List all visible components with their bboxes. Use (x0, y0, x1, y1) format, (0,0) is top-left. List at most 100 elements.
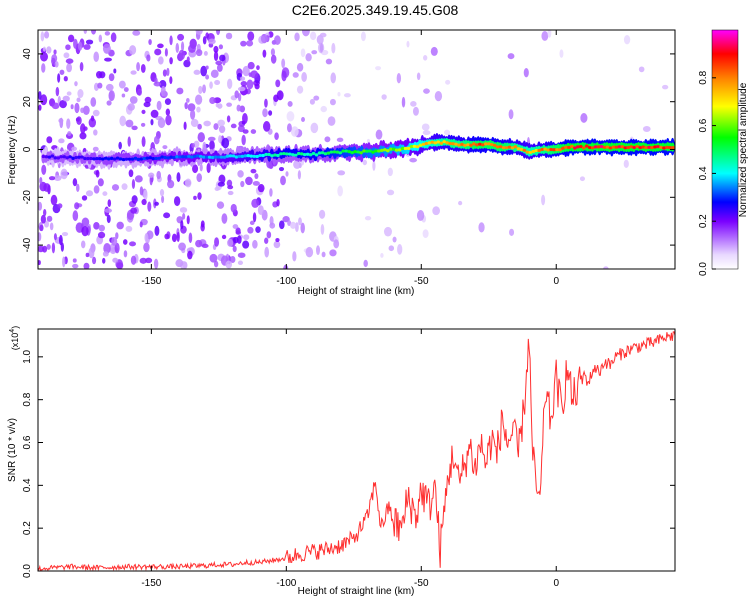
noise-speckle (119, 115, 127, 127)
noise-speckle (88, 117, 97, 128)
noise-speckle (57, 73, 61, 83)
noise-speckle (81, 226, 89, 237)
noise-speckle (209, 253, 218, 263)
ridge-core (347, 150, 352, 154)
noise-speckle (257, 205, 264, 216)
ridge-core (371, 150, 375, 154)
noise-speckle (180, 41, 185, 52)
spectrogram-x-label: Height of straight line (km) (298, 286, 415, 297)
noise-speckle (85, 190, 94, 197)
noise-speckle (247, 61, 255, 70)
noise-speckle (200, 220, 205, 228)
noise-speckle (95, 169, 100, 178)
noise-speckle (330, 72, 336, 84)
ridge-core (222, 155, 227, 159)
noise-speckle (255, 226, 261, 233)
ridge-core (400, 146, 405, 151)
noise-speckle (221, 234, 227, 240)
noise-speckle (214, 186, 220, 192)
ridge-core (166, 156, 170, 160)
noise-speckle (121, 183, 128, 190)
ridge-core (234, 155, 239, 159)
noise-speckle (310, 122, 319, 134)
noise-speckle (167, 179, 175, 189)
ridge-core (243, 154, 248, 158)
noise-speckle (157, 43, 164, 49)
noise-speckle (76, 97, 81, 103)
noise-speckle (178, 242, 186, 251)
noise-speckle (127, 136, 131, 147)
noise-speckle (269, 188, 273, 197)
noise-speckle (242, 113, 248, 124)
noise-speckle (642, 125, 651, 133)
noise-speckle (116, 221, 124, 230)
spectrogram-x-tick-label: 0 (553, 276, 559, 287)
noise-speckle (105, 83, 114, 91)
ridge-core (299, 152, 304, 156)
ridge-core (602, 145, 607, 149)
ridge-core (130, 157, 135, 161)
noise-speckle (251, 198, 260, 208)
ridge-core (98, 157, 102, 161)
noise-speckle (216, 64, 223, 72)
noise-speckle (235, 230, 242, 235)
ridge-core (466, 143, 470, 147)
noise-speckle (318, 209, 326, 219)
noise-speckle (236, 235, 242, 244)
noise-speckle (278, 220, 285, 230)
ridge-core (555, 148, 559, 152)
noise-speckle (202, 36, 207, 45)
noise-speckle (232, 224, 239, 229)
noise-speckle (183, 121, 187, 131)
noise-speckle (248, 72, 252, 77)
colorbar-gradient (711, 29, 739, 270)
ridge-core (386, 149, 390, 153)
ridge-core (531, 149, 536, 154)
ridge-core (519, 147, 524, 151)
noise-speckle (95, 71, 103, 79)
noise-speckle (186, 56, 190, 63)
ridge-core (261, 153, 265, 158)
ridge-core (632, 145, 637, 150)
ridge-core (501, 146, 506, 150)
colorbar-ticks: 0.0 0.2 0.4 0.6 0.8 (698, 70, 716, 276)
noise-speckle (416, 72, 421, 81)
noise-speckle (205, 32, 209, 39)
ridge-core (415, 145, 420, 149)
noise-speckle (387, 167, 393, 177)
ridge-core (184, 155, 188, 159)
noise-speckle (507, 53, 515, 60)
noise-speckle (134, 175, 143, 183)
noise-speckle (164, 98, 172, 106)
noise-speckle (337, 91, 341, 97)
noise-speckle (80, 107, 85, 114)
noise-speckle (76, 183, 80, 193)
noise-speckle (72, 263, 79, 269)
ridge-core (136, 157, 141, 161)
ridge-core (564, 145, 568, 149)
ridge-core (665, 145, 669, 149)
noise-speckle (39, 176, 43, 185)
noise-speckle (458, 200, 463, 206)
ridge-core (543, 147, 547, 151)
noise-speckle (392, 236, 397, 243)
ridge-core (178, 155, 182, 159)
spectrogram-x-tick-label: -100 (276, 276, 296, 287)
noise-speckle (409, 157, 418, 163)
noise-speckle (195, 239, 203, 248)
ridge-core (581, 146, 586, 150)
noise-speckle (221, 213, 228, 224)
ridge-core (44, 155, 49, 159)
noise-speckle (184, 178, 192, 188)
noise-speckle (103, 242, 111, 254)
ridge-core (291, 153, 295, 157)
noise-speckle (118, 80, 126, 89)
noise-speckle (65, 44, 71, 51)
noise-speckle (406, 40, 410, 48)
noise-speckle (227, 238, 234, 247)
noise-speckle (162, 69, 167, 77)
noise-speckle (421, 123, 430, 131)
noise-speckle (281, 58, 286, 69)
noise-speckle (176, 87, 184, 95)
spectrogram-panel: -150 -100 -50 0 -40 -20 0 20 40 Height of strai… (7, 29, 676, 297)
